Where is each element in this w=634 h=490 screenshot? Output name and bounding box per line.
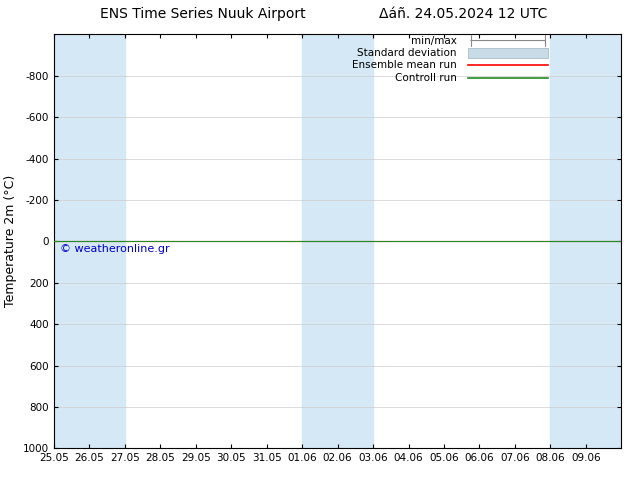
Bar [337, 34, 373, 448]
Y-axis label: Temperature 2m (°C): Temperature 2m (°C) [4, 175, 17, 307]
FancyBboxPatch shape [468, 48, 548, 58]
Text: Ensemble mean run: Ensemble mean run [352, 60, 456, 71]
Text: ENS Time Series Nuuk Airport: ENS Time Series Nuuk Airport [100, 7, 306, 22]
Bar [89, 34, 125, 448]
Text: Controll run: Controll run [395, 73, 456, 83]
Text: min/max: min/max [411, 35, 456, 46]
Bar [586, 34, 621, 448]
Text: Δáñ. 24.05.2024 12 UTC: Δáñ. 24.05.2024 12 UTC [378, 7, 547, 22]
Text: Standard deviation: Standard deviation [358, 48, 456, 58]
Bar [54, 34, 89, 448]
Text: © weatheronline.gr: © weatheronline.gr [60, 244, 169, 254]
Bar [302, 34, 337, 448]
Bar [550, 34, 586, 448]
